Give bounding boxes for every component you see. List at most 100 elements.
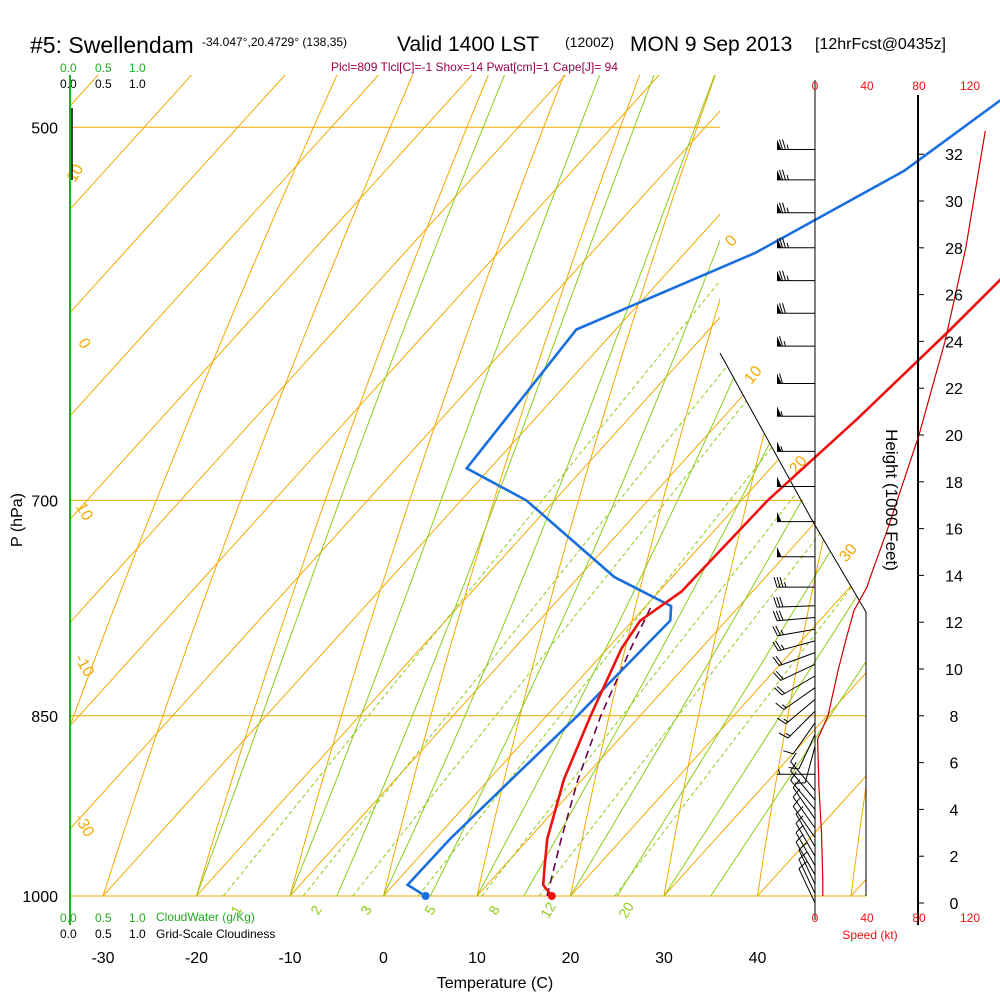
wind-barb-half-feather: [786, 144, 789, 150]
wind-barb: [773, 663, 816, 681]
speed-tick: 80: [912, 911, 926, 925]
speed-tick: 40: [860, 79, 874, 93]
wind-barb-half-feather: [780, 629, 784, 636]
wind-barb-feather: [790, 771, 797, 781]
wind-barb-feather: [782, 270, 786, 281]
wind-barb-feather: [792, 797, 801, 807]
cloudwater-tick: 0.5: [95, 61, 112, 75]
wind-barb-feather: [798, 842, 808, 851]
height-tick-label: 26: [945, 288, 963, 305]
dry-adiabat-line: [180, 75, 837, 896]
wind-barb-feather: [792, 788, 801, 798]
wind-barb-pennant: [777, 139, 782, 150]
y-tick-label: 1000: [22, 889, 58, 906]
wind-barb: [773, 576, 815, 588]
dry-adiabat-line: [85, 75, 775, 896]
speed-scale-top: 0 40 80 120: [812, 79, 981, 93]
dry-adiabat-label: 10: [741, 363, 766, 388]
cloudwater-tick: 0.0: [60, 911, 77, 925]
isotherm-line: [70, 75, 841, 896]
wind-barb: [798, 851, 816, 894]
wind-barb-feather: [779, 596, 784, 608]
wind-barb-feather: [779, 237, 783, 248]
wind-barb-half-feather: [786, 174, 789, 181]
moist-adiabat-line: [429, 75, 866, 896]
wind-barb-feather: [795, 805, 804, 815]
wind-barb-feather: [788, 767, 799, 770]
wind-barb-staff: [778, 640, 816, 652]
valid-time: Valid 1400 LST: [397, 33, 539, 56]
forecast-label: [12hrFcst@0435z]: [815, 36, 946, 53]
cloudwater-label: CloudWater (g/Kg): [156, 910, 255, 924]
wind-barb-pennant: [777, 237, 782, 248]
x-tick-label: 40: [749, 950, 767, 967]
wind-barb-pennant: [777, 373, 782, 384]
wind-barb-staff: [798, 858, 816, 894]
x-tick-label: -10: [278, 950, 301, 967]
height-tick-label: 8: [950, 709, 959, 726]
wind-barb-feather: [779, 169, 783, 181]
wind-barb-feather: [782, 303, 786, 314]
wind-barb: [772, 610, 816, 622]
wind-barb-feather: [782, 237, 786, 248]
wind-barb-half-feather: [784, 581, 787, 588]
isotherm-line: [70, 75, 866, 896]
wind-barb-staff: [781, 675, 816, 696]
wind-barb: [776, 699, 816, 725]
isotherm-line: [70, 75, 866, 896]
wind-barb-staff: [790, 761, 816, 792]
cloudwater-tick: 0.0: [60, 61, 77, 75]
wind-barb: [777, 373, 815, 384]
moist-adiabat-line: [196, 75, 830, 896]
height-tick-label: 28: [945, 241, 963, 258]
wind-barb-staff: [776, 605, 816, 608]
cloudiness-tick: 1.0: [129, 77, 146, 91]
wind-barb: [777, 303, 815, 314]
moist-adiabat-line: [476, 75, 866, 896]
height-tick-label: 24: [945, 334, 963, 351]
isotherm-line: [70, 75, 654, 896]
wind-barb-half-feather: [783, 340, 786, 347]
isotherm-line: [70, 75, 866, 896]
wind-barb: [790, 752, 816, 792]
wind-barb-half-feather: [786, 242, 789, 248]
wind-barb-feather: [790, 761, 797, 772]
mixing-ratio-label: 2: [307, 902, 325, 917]
wind-barb-feather: [779, 202, 783, 213]
dry-adiabat-line: [369, 75, 866, 896]
cloudiness-tick: 0.0: [60, 927, 77, 941]
wind-barb: [777, 169, 815, 181]
wind-barb-feather: [772, 610, 778, 621]
dry-adiabat-line: [559, 75, 866, 896]
dry-adiabat-line: [464, 75, 866, 896]
utc-time: (1200Z): [565, 34, 614, 50]
mixing-ratio-line: [352, 75, 866, 896]
wind-barb-feather: [779, 373, 783, 384]
wind-barb: [777, 769, 815, 775]
dry-adiabat-line: [70, 75, 713, 896]
isotherm-line: [476, 75, 866, 896]
isotherm-lines: [70, 75, 866, 896]
x-tick-label: 30: [655, 950, 673, 967]
wind-barb-staff: [785, 699, 816, 725]
height-tick-label: 4: [950, 802, 959, 819]
mixing-ratio-line: [481, 75, 866, 896]
wind-barb-staff: [798, 849, 816, 885]
wind-barb-feather: [782, 169, 786, 181]
x-tick-label: -30: [91, 950, 114, 967]
height-tick-label: 30: [945, 194, 963, 211]
plot-boundary-diagonal: [719, 352, 867, 896]
height-tick-label: 6: [950, 756, 959, 773]
wind-barb: [790, 771, 816, 810]
wind-barb-feather: [790, 752, 797, 762]
y-tick-label: 850: [31, 709, 58, 726]
dewpoint-trace: [405, 98, 1000, 898]
wind-barb-feather: [795, 815, 804, 824]
surface-dewpoint-marker: [421, 892, 430, 900]
wind-barb-pennant: [777, 169, 782, 180]
cloudiness-tick: 0.5: [95, 77, 112, 91]
stability-indices: Plcl=809 Tlcl[C]=-1 Shox=14 Pwat[cm]=1 C…: [331, 60, 618, 74]
wind-barb-staff: [783, 687, 816, 710]
wind-barb-pennant: [777, 476, 782, 487]
wind-barb-feather: [776, 717, 787, 725]
